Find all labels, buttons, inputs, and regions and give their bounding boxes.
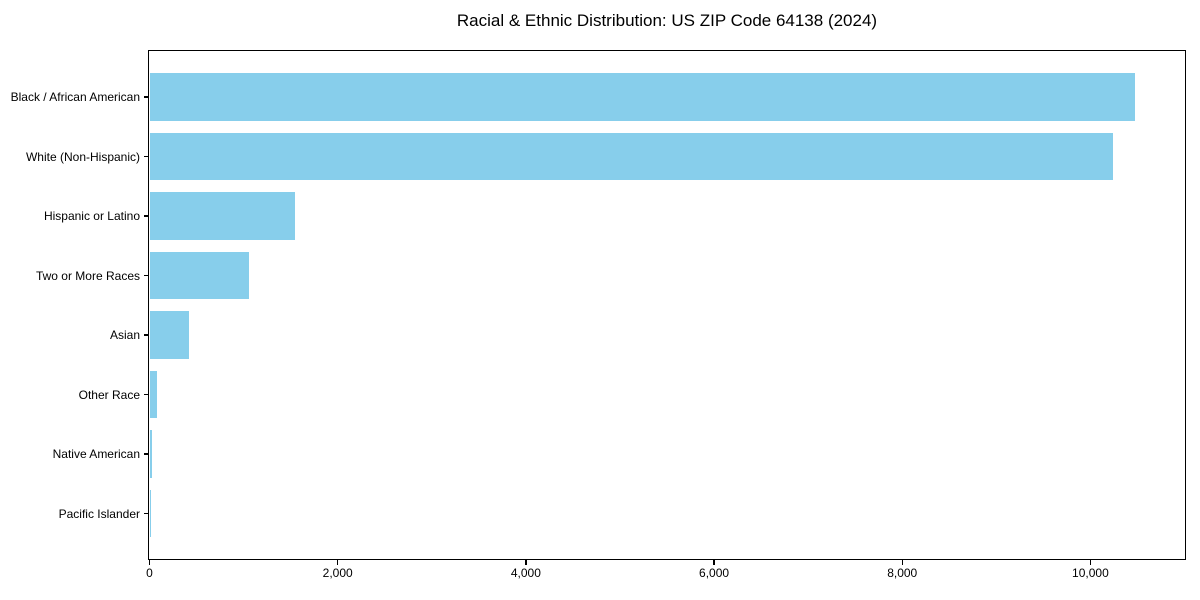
bar-native-american [149,430,153,478]
y-axis-tick [144,512,149,515]
y-axis-label-pacific-islander: Pacific Islander [58,506,140,521]
x-axis-tick [148,560,151,565]
x-axis-tick [1089,560,1092,565]
y-axis-label-white-non-hispanic: White (Non-Hispanic) [25,149,140,164]
bar-hispanic-or-latino [149,192,296,240]
y-axis-label-native-american: Native American [52,447,140,461]
x-axis-tick-label: 6,000 [699,566,730,580]
x-axis-tick-label: 2,000 [322,566,353,580]
y-axis-tick [144,274,149,277]
y-axis-tick [144,453,149,455]
y-axis-tick [144,96,149,98]
plot-area [148,50,1186,560]
x-axis-tick-label: 4,000 [510,566,541,580]
x-axis-tick [336,560,339,565]
chart-title: Racial & Ethnic Distribution: US ZIP Cod… [456,11,878,30]
y-axis-tick [144,155,149,158]
x-axis-tick-label: 0 [146,566,153,580]
bar-two-or-more-races [149,251,250,300]
y-axis-label-hispanic-or-latino: Hispanic or Latino [43,209,140,223]
bar-white-non-hispanic [149,132,1113,181]
x-axis-tick [713,560,715,565]
x-axis-tick [901,560,903,565]
y-axis-tick [144,334,149,336]
y-axis-tick [144,393,149,396]
x-axis-tick-label: 8,000 [887,566,918,580]
y-axis-tick [144,215,149,217]
x-axis-tick [525,560,527,565]
bar-asian [149,311,189,359]
y-axis-label-other-race: Other Race [78,387,140,402]
x-axis-tick-label: 10,000 [1072,566,1109,580]
y-axis-label-asian: Asian [109,328,140,342]
bar-other-race [149,370,158,419]
y-axis-label-two-or-more-races: Two or More Races [35,268,140,283]
y-axis-label-black-african-american: Black / African American [10,90,140,104]
bar-black-african-american [149,73,1135,121]
